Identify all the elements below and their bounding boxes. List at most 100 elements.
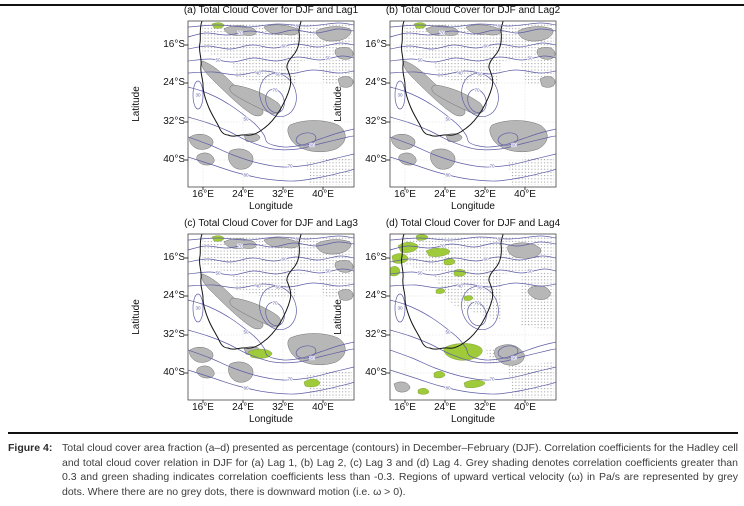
y-tick-label: 32°S (365, 116, 387, 127)
svg-text:40: 40 (255, 71, 261, 76)
x-axis-label: Longitude (249, 414, 293, 425)
svg-text:80: 80 (497, 24, 503, 29)
x-tick-label: 24°E (232, 402, 254, 413)
svg-text:70: 70 (489, 377, 495, 382)
panel-d: (d) Total Cloud Cover for DJF and Lag4 L… (327, 218, 567, 430)
panel-title: (b) Total Cloud Cover for DJF and Lag2 (385, 5, 561, 16)
x-tick-label: 40°E (312, 189, 334, 200)
y-tick-label: 16°S (163, 252, 185, 263)
y-tick-label: 32°S (365, 329, 387, 340)
x-tick-label: 16°E (192, 402, 214, 413)
svg-text:60: 60 (511, 356, 517, 361)
y-tick-label: 24°S (163, 77, 185, 88)
svg-text:70: 70 (489, 164, 495, 169)
panel-title: (a) Total Cloud Cover for DJF and Lag1 (183, 5, 359, 16)
y-tick-label: 24°S (163, 290, 185, 301)
svg-text:50: 50 (325, 56, 331, 61)
svg-text:80: 80 (295, 237, 301, 242)
x-tick-label: 32°E (474, 402, 496, 413)
top-rule (0, 4, 744, 6)
y-tick-label: 40°S (163, 154, 185, 165)
y-tick-label: 16°S (365, 252, 387, 263)
map-plot-c: 80 70 60 50 50 40 50 60 70 80 60 70 30 (185, 233, 355, 403)
x-tick-label: 40°E (514, 189, 536, 200)
y-tick-label: 32°S (163, 116, 185, 127)
svg-text:70: 70 (272, 301, 278, 306)
y-tick-label: 24°S (365, 290, 387, 301)
svg-text:70: 70 (272, 88, 278, 93)
svg-text:50: 50 (445, 330, 451, 335)
x-tick-label: 32°E (272, 402, 294, 413)
svg-text:70: 70 (287, 164, 293, 169)
panel-b: (b) Total Cloud Cover for DJF and Lag2 L… (327, 5, 567, 217)
x-axis-label: Longitude (451, 201, 495, 212)
y-tick-label: 40°S (365, 154, 387, 165)
x-tick-label: 40°E (514, 402, 536, 413)
x-tick-label: 16°E (192, 189, 214, 200)
y-tick-label: 40°S (163, 367, 185, 378)
svg-text:60: 60 (511, 143, 517, 148)
svg-text:30: 30 (195, 306, 201, 311)
svg-text:50: 50 (215, 58, 221, 63)
svg-text:80: 80 (295, 24, 301, 29)
svg-text:70: 70 (237, 31, 243, 36)
x-axis-label: Longitude (249, 201, 293, 212)
svg-text:70: 70 (439, 244, 445, 249)
svg-text:60: 60 (275, 72, 281, 77)
x-tick-label: 32°E (474, 189, 496, 200)
svg-text:60: 60 (281, 257, 287, 262)
svg-text:60: 60 (281, 44, 287, 49)
y-tick-label: 16°S (365, 39, 387, 50)
x-tick-label: 40°E (312, 402, 334, 413)
x-tick-label: 24°E (434, 189, 456, 200)
svg-text:50: 50 (417, 271, 423, 276)
caption-text: Total cloud cover area fraction (a–d) pr… (62, 442, 738, 498)
y-axis-label: Latitude (131, 86, 142, 122)
svg-text:80: 80 (243, 386, 249, 391)
svg-text:40: 40 (457, 71, 463, 76)
panel-title: (c) Total Cloud Cover for DJF and Lag3 (184, 218, 358, 229)
svg-text:70: 70 (474, 88, 480, 93)
y-axis-label: Latitude (131, 299, 142, 335)
svg-text:80: 80 (445, 386, 451, 391)
map-plot-a: 80 70 60 50 50 40 50 60 70 80 60 70 30 (185, 20, 355, 190)
y-tick-label: 40°S (365, 367, 387, 378)
svg-text:50: 50 (527, 56, 533, 61)
svg-text:50: 50 (215, 271, 221, 276)
svg-text:40: 40 (255, 284, 261, 289)
svg-text:50: 50 (527, 269, 533, 274)
x-tick-label: 32°E (272, 189, 294, 200)
svg-text:70: 70 (237, 244, 243, 249)
y-axis-label: Latitude (333, 299, 344, 335)
svg-text:70: 70 (474, 301, 480, 306)
svg-text:50: 50 (325, 269, 331, 274)
svg-text:80: 80 (497, 237, 503, 242)
panel-c: (c) Total Cloud Cover for DJF and Lag3 L… (125, 218, 365, 430)
y-axis-label: Latitude (333, 86, 344, 122)
panel-title: (d) Total Cloud Cover for DJF and Lag4 (385, 218, 561, 229)
svg-text:30: 30 (397, 306, 403, 311)
svg-text:60: 60 (477, 285, 483, 290)
svg-text:80: 80 (445, 173, 451, 178)
svg-text:50: 50 (243, 330, 249, 335)
x-tick-label: 16°E (394, 189, 416, 200)
svg-text:60: 60 (483, 257, 489, 262)
svg-text:60: 60 (309, 143, 315, 148)
svg-text:60: 60 (483, 44, 489, 49)
caption-rule (8, 432, 738, 434)
svg-text:60: 60 (309, 356, 315, 361)
map-plot-d: 80 70 60 50 50 40 50 60 70 80 60 70 30 (387, 233, 557, 403)
svg-text:30: 30 (195, 93, 201, 98)
svg-text:80: 80 (243, 173, 249, 178)
svg-text:30: 30 (397, 93, 403, 98)
svg-text:40: 40 (457, 284, 463, 289)
svg-text:50: 50 (445, 117, 451, 122)
y-tick-label: 16°S (163, 39, 185, 50)
caption-label: Figure 4: (8, 442, 53, 454)
map-plot-b: 80 70 60 50 50 40 50 60 70 80 60 70 30 (387, 20, 557, 190)
x-tick-label: 24°E (232, 189, 254, 200)
x-tick-label: 16°E (394, 402, 416, 413)
svg-text:60: 60 (477, 72, 483, 77)
svg-text:70: 70 (287, 377, 293, 382)
